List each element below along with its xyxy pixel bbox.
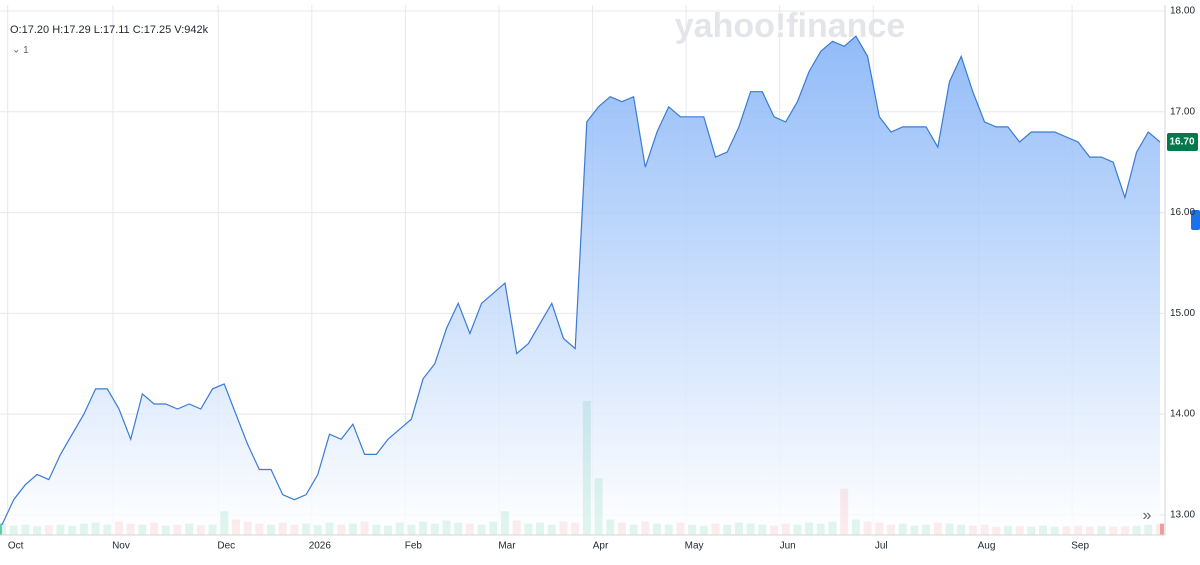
watermark: yahoo!finance — [675, 7, 905, 45]
y-tick-label: 15.00 — [1170, 308, 1195, 319]
x-tick-label: Aug — [978, 541, 996, 552]
y-tick-label: 14.00 — [1170, 409, 1195, 420]
x-tick-label: Dec — [217, 541, 235, 552]
last-price-label: 16.70 — [1169, 137, 1194, 148]
y-tick-label: 18.00 — [1170, 6, 1195, 17]
x-tick-label: Jun — [780, 541, 796, 552]
x-tick-label: Nov — [112, 541, 130, 552]
panel-toggle[interactable] — [1191, 210, 1200, 230]
ohlc-readout: O:17.20 H:17.29 L:17.11 C:17.25 V:942k — [10, 24, 209, 36]
x-tick-label: Apr — [593, 541, 609, 552]
y-tick-label: 17.00 — [1170, 106, 1195, 117]
x-tick-label: Mar — [498, 541, 516, 552]
x-tick-label: Feb — [405, 541, 423, 552]
x-tick-label: 2026 — [309, 541, 332, 552]
x-tick-label: Sep — [1071, 541, 1089, 552]
y-tick-label: 13.00 — [1170, 509, 1195, 520]
x-tick-label: Jul — [875, 541, 888, 552]
scroll-latest[interactable]: » — [1143, 507, 1152, 524]
x-tick-label: May — [685, 541, 704, 552]
last-price-box — [1167, 133, 1198, 152]
y-tick-label: 16.00 — [1170, 207, 1195, 218]
price-area — [2, 36, 1160, 535]
interval: ⌄ 1 — [12, 45, 29, 56]
price-line — [1, 35, 1161, 526]
x-tick-label: Oct — [8, 541, 24, 552]
interval-value: 1 — [23, 45, 29, 56]
plot — [0, 35, 1164, 535]
